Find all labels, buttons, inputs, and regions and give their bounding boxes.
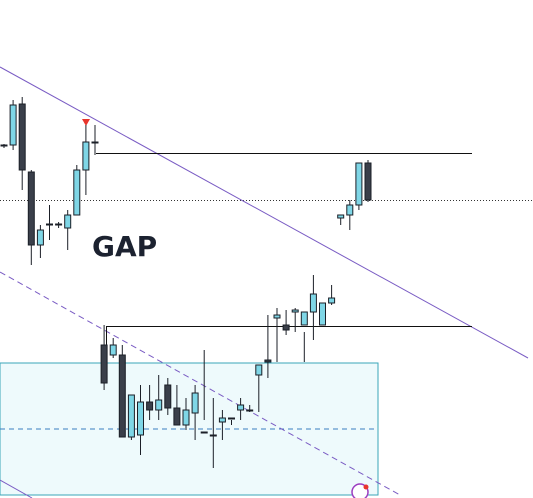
candle-body bbox=[282, 324, 290, 331]
candle-body bbox=[173, 407, 181, 426]
candles bbox=[0, 97, 372, 468]
candle-body bbox=[309, 293, 317, 313]
signal-marker bbox=[82, 119, 90, 126]
candle-body bbox=[91, 141, 99, 144]
candle-body bbox=[264, 359, 272, 363]
candle-body bbox=[255, 364, 263, 376]
candle-body bbox=[364, 162, 372, 201]
candle-body bbox=[146, 401, 154, 411]
candle-body bbox=[337, 214, 345, 219]
candle-body bbox=[0, 144, 8, 147]
candle-body bbox=[273, 314, 281, 319]
candle-body bbox=[46, 223, 53, 226]
candle-body bbox=[109, 344, 117, 356]
candle-body bbox=[164, 384, 172, 409]
candle-body bbox=[55, 223, 63, 226]
candle-body bbox=[237, 404, 245, 411]
annotation: GAP bbox=[92, 230, 157, 263]
candle-body bbox=[73, 169, 81, 216]
candle-body bbox=[155, 399, 163, 411]
candle-body bbox=[27, 171, 35, 246]
candle-body bbox=[355, 162, 363, 206]
trendline bbox=[0, 66, 529, 359]
alert-dot bbox=[363, 484, 369, 490]
candle-body bbox=[64, 214, 72, 229]
candle-body bbox=[137, 401, 144, 436]
candle-body bbox=[36, 229, 44, 246]
candle-body bbox=[118, 354, 126, 438]
candle-body bbox=[328, 297, 336, 304]
candle-body bbox=[346, 204, 354, 216]
candle-body bbox=[209, 434, 217, 437]
candle-body bbox=[300, 311, 308, 326]
trendline-lower bbox=[0, 479, 33, 498]
trendline-dashed bbox=[0, 271, 401, 496]
candle-body bbox=[100, 344, 108, 384]
candle-body bbox=[127, 394, 135, 438]
candle-body bbox=[228, 417, 235, 420]
candle-body bbox=[9, 104, 17, 146]
candle-body bbox=[218, 417, 226, 423]
candle-body bbox=[182, 409, 190, 426]
candle-body bbox=[191, 392, 199, 414]
candle-body bbox=[200, 431, 208, 434]
candle-body bbox=[18, 103, 26, 171]
candle-body bbox=[246, 409, 254, 412]
candle-body bbox=[319, 302, 326, 326]
candle-body bbox=[82, 141, 90, 171]
candle-body bbox=[291, 309, 299, 313]
